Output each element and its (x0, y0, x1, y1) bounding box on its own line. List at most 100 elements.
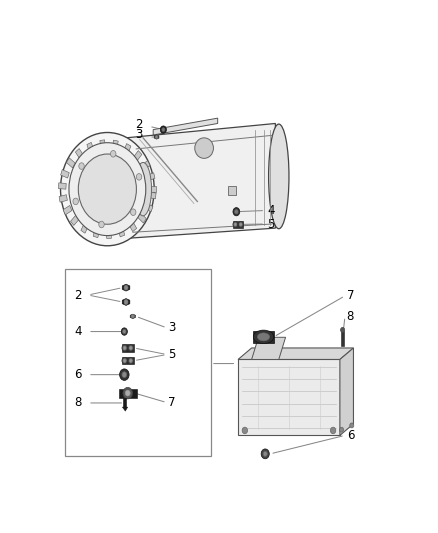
Text: 7: 7 (169, 396, 176, 409)
Bar (122, 344, 134, 352)
Circle shape (69, 143, 146, 236)
Bar (133, 151, 142, 161)
Circle shape (341, 327, 345, 333)
Circle shape (261, 449, 269, 459)
Text: 4: 4 (267, 204, 274, 217)
Bar (112, 140, 118, 150)
Polygon shape (122, 407, 128, 411)
Polygon shape (154, 135, 159, 139)
Bar (87, 142, 94, 153)
Circle shape (160, 126, 166, 133)
Circle shape (131, 314, 134, 318)
Text: 5: 5 (169, 348, 176, 361)
Polygon shape (122, 298, 130, 305)
Text: 5: 5 (267, 217, 274, 230)
Polygon shape (130, 314, 135, 319)
Circle shape (240, 223, 242, 226)
Bar (123, 398, 126, 407)
Circle shape (128, 345, 134, 351)
Circle shape (60, 133, 154, 246)
Polygon shape (153, 118, 218, 135)
Polygon shape (238, 359, 340, 435)
Polygon shape (126, 124, 276, 238)
Text: 8: 8 (74, 397, 82, 409)
Polygon shape (340, 348, 353, 435)
Bar (119, 389, 137, 398)
Text: 3: 3 (135, 128, 142, 141)
Circle shape (242, 427, 247, 434)
Text: 2: 2 (74, 288, 82, 302)
Bar (75, 149, 84, 159)
Bar (341, 331, 344, 345)
Ellipse shape (134, 163, 152, 216)
Text: 6: 6 (74, 368, 82, 381)
Circle shape (99, 221, 104, 228)
Bar (144, 203, 153, 212)
Bar (100, 140, 106, 149)
Bar (138, 213, 146, 223)
Circle shape (124, 285, 128, 290)
Bar (141, 160, 150, 170)
Text: 1: 1 (238, 357, 246, 370)
Bar (148, 192, 156, 199)
Polygon shape (122, 284, 130, 291)
Circle shape (123, 387, 132, 399)
Bar (124, 143, 131, 154)
Polygon shape (251, 337, 286, 359)
Bar (67, 158, 75, 168)
Bar (81, 223, 89, 233)
Circle shape (78, 154, 136, 224)
Bar (59, 195, 67, 202)
Bar (122, 357, 134, 365)
Circle shape (238, 222, 243, 228)
Bar (228, 186, 237, 195)
Bar (128, 221, 137, 232)
Circle shape (123, 329, 126, 334)
Circle shape (129, 359, 132, 362)
Circle shape (122, 345, 127, 351)
Circle shape (122, 372, 127, 377)
Circle shape (110, 150, 116, 157)
Text: 8: 8 (346, 310, 354, 323)
Circle shape (131, 209, 136, 215)
Bar (93, 228, 100, 238)
Ellipse shape (253, 330, 274, 344)
Circle shape (350, 423, 354, 428)
Circle shape (162, 128, 165, 132)
Circle shape (263, 451, 267, 456)
Circle shape (235, 209, 238, 214)
Circle shape (124, 346, 126, 350)
Bar (147, 173, 155, 181)
Circle shape (233, 207, 240, 216)
Ellipse shape (268, 124, 289, 229)
Ellipse shape (195, 138, 213, 158)
Text: 3: 3 (169, 321, 176, 334)
Circle shape (330, 427, 336, 434)
Bar (106, 229, 111, 238)
Circle shape (125, 390, 130, 396)
Polygon shape (238, 348, 353, 359)
Circle shape (79, 163, 84, 169)
Circle shape (122, 357, 127, 364)
Bar (58, 183, 66, 189)
Bar (149, 186, 156, 192)
Text: 6: 6 (346, 429, 354, 442)
Circle shape (136, 174, 142, 180)
Circle shape (124, 300, 128, 304)
Circle shape (128, 357, 134, 364)
Circle shape (73, 198, 78, 205)
Bar (71, 215, 79, 225)
Circle shape (155, 135, 158, 139)
Circle shape (234, 223, 237, 226)
Circle shape (339, 427, 344, 432)
Bar (233, 221, 244, 228)
Bar (118, 227, 125, 237)
Bar (63, 206, 72, 215)
Circle shape (129, 346, 132, 350)
Text: 4: 4 (74, 325, 82, 338)
Text: 2: 2 (135, 118, 142, 131)
Bar (65, 269, 211, 456)
Circle shape (233, 222, 238, 228)
Circle shape (124, 359, 126, 362)
Bar (60, 169, 69, 178)
